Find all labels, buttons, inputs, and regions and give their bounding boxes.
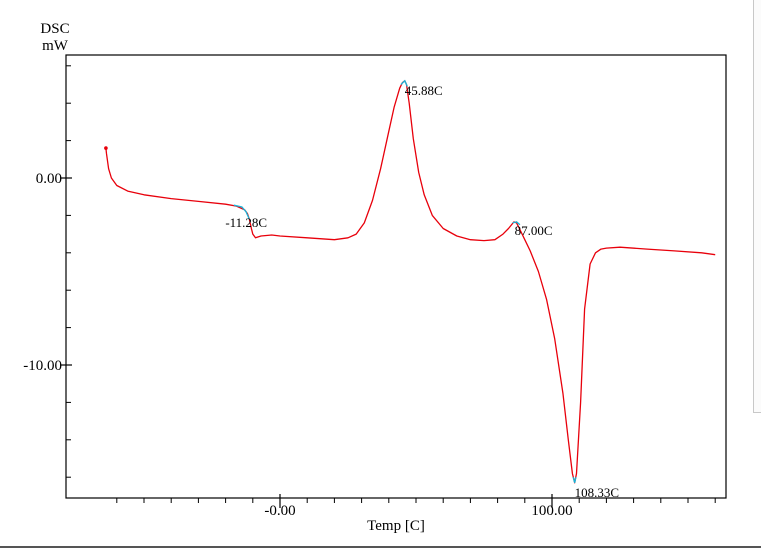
- x-tick-label: 100.00: [531, 503, 572, 519]
- y-tick-label: 0.00: [36, 171, 62, 187]
- x-tick-label: -0.00: [264, 503, 295, 519]
- curve-start-marker: [104, 146, 108, 150]
- x-axis-title: Temp [C]: [367, 518, 425, 534]
- y-axis-unit: mW: [42, 38, 69, 54]
- peak-highlight: [572, 477, 577, 483]
- dsc-curve: [105, 80, 716, 484]
- peak-highlight: [400, 79, 408, 87]
- annotation-layer: -11.28C 45.88C 87.00C 108.33C: [225, 83, 619, 500]
- peak-highlight: [233, 204, 250, 220]
- y-axis-ticks: 0.00 -10.00: [23, 171, 72, 374]
- peak-highlight-layer: [233, 79, 577, 483]
- peak-annotation: 87.00C: [515, 223, 553, 238]
- y-minor-ticks: [66, 65, 71, 478]
- x-axis-ticks: -0.00 100.00: [264, 494, 573, 519]
- right-panel-edge: [753, 0, 761, 413]
- y-axis-title: DSC: [40, 21, 69, 37]
- y-tick-label: -10.00: [23, 358, 62, 374]
- peak-annotation: -11.28C: [225, 215, 267, 230]
- plot-frame: [65, 54, 727, 499]
- peak-annotation: 45.88C: [405, 83, 443, 98]
- series-layer: [104, 80, 716, 484]
- bottom-divider: [0, 546, 761, 548]
- x-minor-ticks: [116, 498, 716, 503]
- peak-annotation: 108.33C: [575, 485, 619, 500]
- peak-highlight: [512, 221, 521, 226]
